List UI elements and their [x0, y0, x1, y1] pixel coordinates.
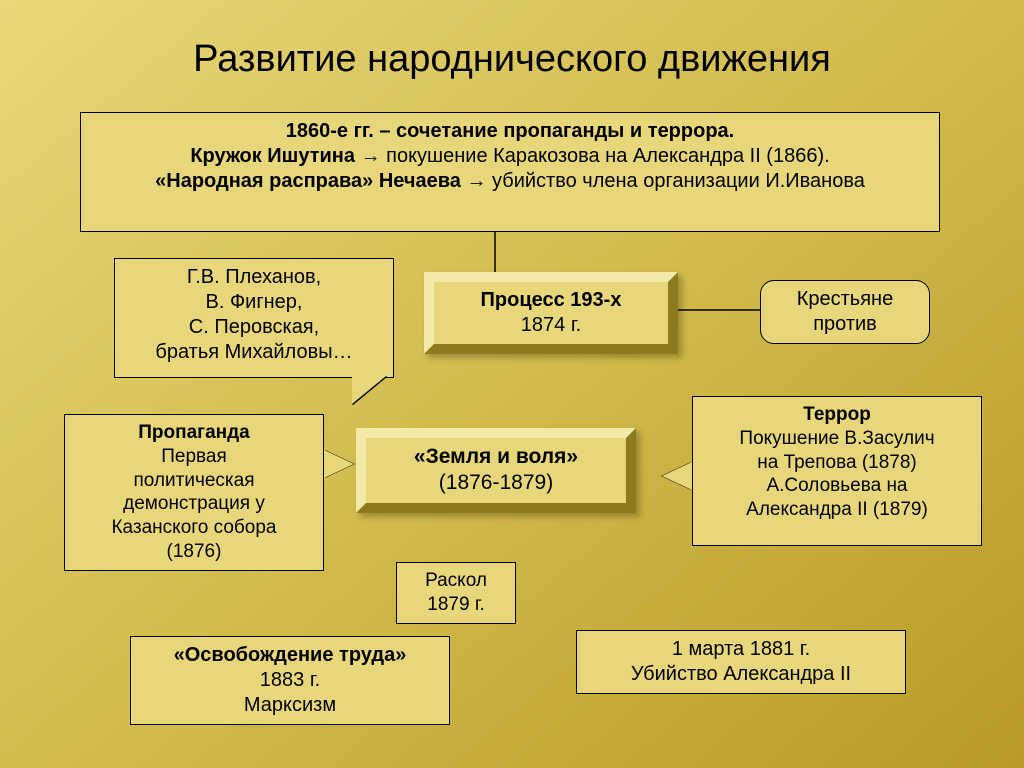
text: 1860-е гг. – сочетание пропаганды и терр… — [286, 120, 734, 142]
text: → покушение Каракозова на Александра II … — [355, 145, 830, 167]
callout-tail — [662, 462, 692, 490]
box-march-1881: 1 марта 1881 г. Убийство Александра II — [576, 630, 906, 694]
text: демонстрация у — [75, 492, 313, 516]
box-terror: Террор Покушение В.Засулич на Трепова (1… — [692, 396, 982, 546]
text: → убийство члена организации И.Иванова — [461, 170, 865, 192]
text: «Земля и воля» — [376, 444, 616, 470]
text: 1 марта 1881 г. — [587, 637, 895, 662]
page-title: Развитие народнического движения — [0, 38, 1024, 81]
box-osvobozhdenie: «Освобождение труда» 1883 г. Марксизм — [130, 636, 450, 725]
text: Процесс 193-х — [444, 288, 658, 313]
text: В. Фигнер, — [125, 290, 383, 315]
box-people: Г.В. Плеханов, В. Фигнер, С. Перовская, … — [114, 258, 394, 378]
text: (1876-1879) — [376, 470, 616, 496]
text: политическая — [75, 469, 313, 493]
text: Крестьяне — [771, 287, 919, 312]
text: Казанского собора — [75, 516, 313, 540]
box-peasants: Крестьяне против — [760, 280, 930, 344]
text: Убийство Александра II — [587, 662, 895, 687]
text: против — [771, 312, 919, 337]
text: «Освобождение труда» — [141, 643, 439, 668]
box-1860s-summary: 1860-е гг. – сочетание пропаганды и терр… — [80, 112, 940, 232]
text: Марксизм — [141, 693, 439, 718]
text: 1879 г. — [407, 593, 505, 617]
text: Г.В. Плеханов, — [125, 265, 383, 290]
text: С. Перовская, — [125, 315, 383, 340]
text: Раскол — [407, 569, 505, 593]
text: на Трепова (1878) — [703, 451, 971, 475]
text: Покушение В.Засулич — [703, 427, 971, 451]
text: (1876) — [75, 540, 313, 564]
text: Пропаганда — [75, 421, 313, 445]
callout-tail — [352, 376, 386, 404]
text: братья Михайловы… — [125, 340, 383, 365]
text: 1883 г. — [141, 668, 439, 693]
box-process-193: Процесс 193-х 1874 г. — [424, 272, 678, 354]
text: Первая — [75, 445, 313, 469]
box-split: Раскол 1879 г. — [396, 562, 516, 624]
text: 1874 г. — [444, 313, 658, 338]
callout-tail — [324, 450, 354, 478]
text: «Народная расправа» Нечаева — [155, 170, 461, 192]
box-propaganda: Пропаганда Первая политическая демонстра… — [64, 414, 324, 571]
text: Террор — [703, 403, 971, 427]
box-zemlya-volya: «Земля и воля» (1876-1879) — [356, 428, 636, 513]
text: Александра II (1879) — [703, 498, 971, 522]
text: А.Соловьева на — [703, 474, 971, 498]
text: Кружок Ишутина — [190, 145, 355, 167]
